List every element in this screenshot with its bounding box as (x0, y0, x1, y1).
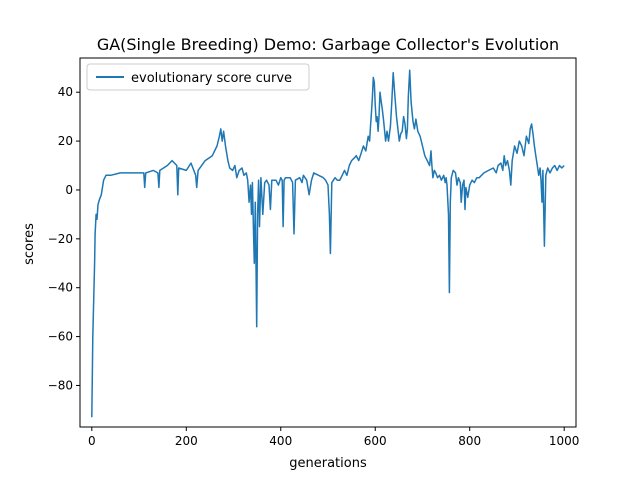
series-line-0 (91, 69, 565, 418)
x-axis-label: generations (289, 456, 367, 471)
legend-box (86, 63, 310, 91)
x-tick-label: 800 (458, 434, 481, 448)
y-axis-label: scores (22, 223, 37, 265)
y-tick-label: −80 (48, 378, 73, 392)
x-tick-label: 600 (364, 434, 387, 448)
y-tick-label: 0 (65, 183, 73, 197)
y-tick-label: −40 (48, 281, 73, 295)
legend-label: evolutionary score curve (131, 71, 292, 86)
legend: evolutionary score curve (86, 63, 310, 91)
plot-area (91, 69, 565, 418)
chart-title: GA(Single Breeding) Demo: Garbage Collec… (97, 35, 559, 54)
y-tick-label: 40 (58, 85, 73, 99)
y-tick-label: −60 (48, 330, 73, 344)
x-tick-label: 1000 (549, 434, 580, 448)
x-tick-label: 400 (269, 434, 292, 448)
x-tick-label: 200 (175, 434, 198, 448)
plot-frame (79, 57, 577, 428)
y-tick-label: 20 (58, 134, 73, 148)
x-tick-label: 0 (88, 434, 96, 448)
axes: 0 200 400 600 800 1000 −80 −60 −40 −20 0 20 40 (48, 57, 580, 448)
y-tick-label: −20 (48, 232, 73, 246)
